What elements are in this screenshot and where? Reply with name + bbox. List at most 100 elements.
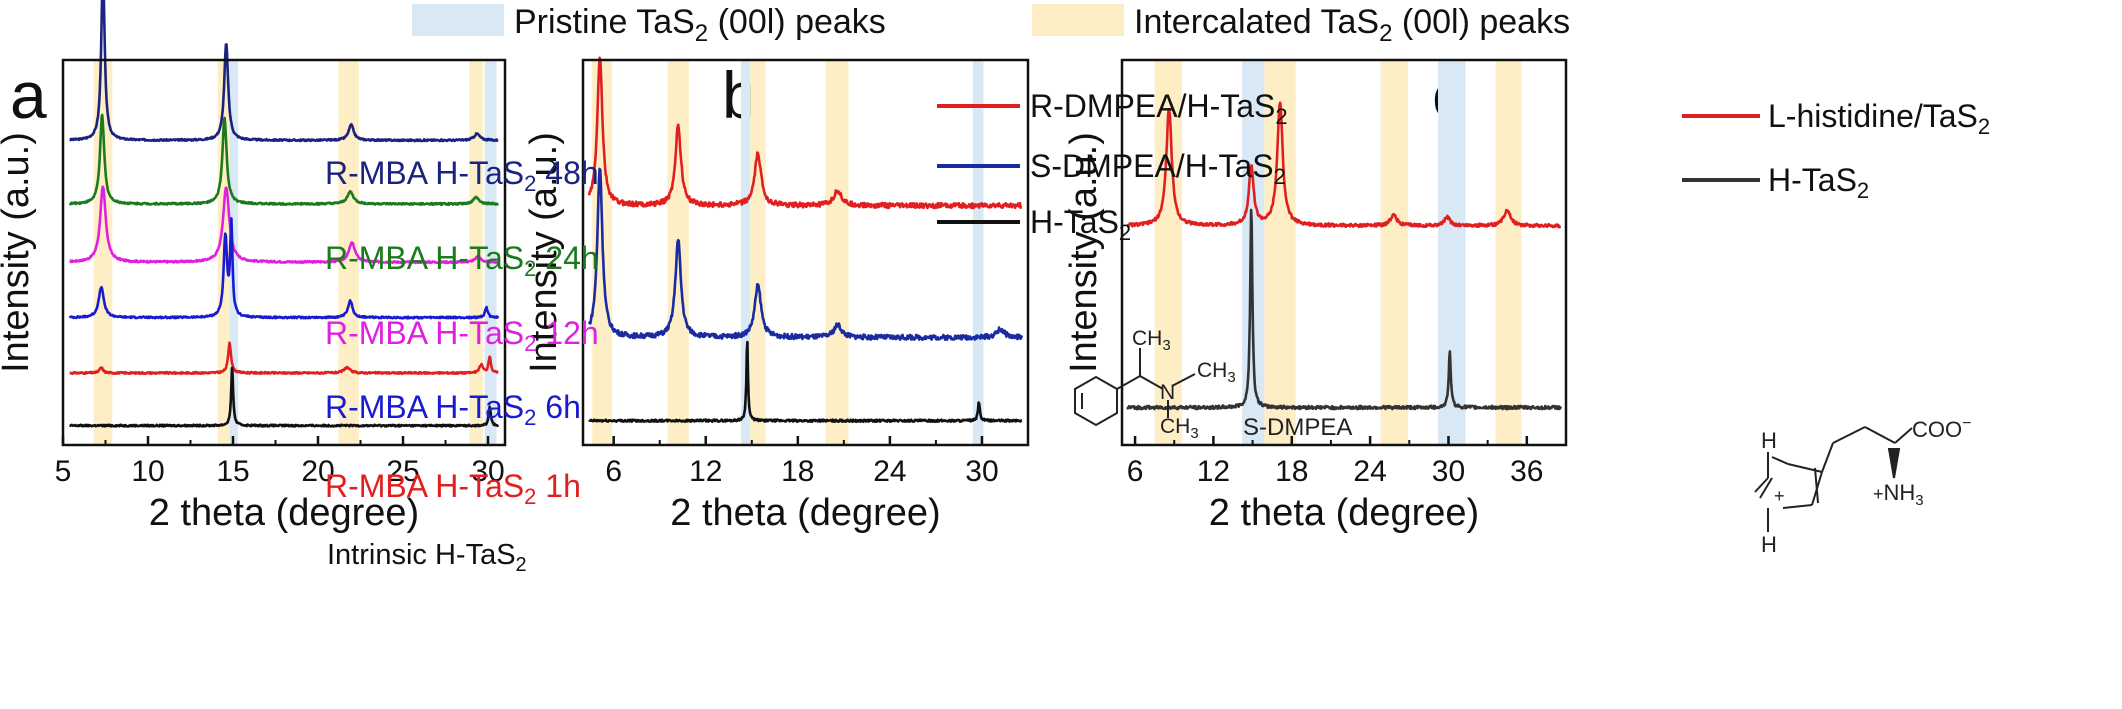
bond <box>1754 477 1769 493</box>
bond <box>1116 375 1141 390</box>
x-tick-label: 30 <box>471 455 504 488</box>
bond <box>1811 471 1823 506</box>
series-label-48h: R-MBA H-TaS2 48h <box>325 155 599 196</box>
peak-band-intercalated <box>93 60 113 445</box>
bond <box>1782 504 1813 509</box>
x-axis-label: 2 theta (degree) <box>670 492 940 534</box>
histidine-labels: H H COO− + +NH3 <box>1761 415 1971 557</box>
x-tick-label: 18 <box>781 455 814 488</box>
x-tick-label: 12 <box>1197 455 1230 488</box>
series-line-r-mba-h-tas2-12h <box>69 185 499 265</box>
y-axis-label: Intensity (a.u.) <box>523 132 565 373</box>
series-label-intrinsic: Intrinsic H-TaS2 <box>327 539 527 576</box>
x-tick-label: 24 <box>1353 455 1386 488</box>
plot-frame <box>581 58 1030 447</box>
legend-label-h-tas2-b: H-TaS2 <box>1030 204 1131 245</box>
series-label-1h: R-MBA H-TaS2 1h <box>325 468 581 509</box>
peak-band-intercalated <box>825 60 849 445</box>
x-tick-label: 15 <box>216 455 249 488</box>
peak-band-pristine <box>972 60 984 445</box>
wedge-bond <box>1887 448 1901 479</box>
series-label-24h: R-MBA H-TaS2 24h <box>325 240 599 281</box>
bond <box>1814 467 1819 504</box>
x-tick-label: 6 <box>605 455 622 488</box>
bond <box>1139 375 1164 390</box>
benzene-ring <box>1074 375 1118 427</box>
bond <box>1759 477 1773 499</box>
peak-band-pristine <box>741 60 751 445</box>
panel-a-series-labels: R-MBA H-TaS2 48h R-MBA H-TaS2 24h R-MBA … <box>325 155 599 576</box>
bond <box>1894 427 1913 444</box>
y-axis-label: Intensity (a.u.) <box>0 132 37 373</box>
series-label-12h: R-MBA H-TaS2 12h <box>325 315 599 356</box>
peak-band-intercalated <box>1380 60 1408 445</box>
panel-b-legend: R-DMPEA/H-TaS2 S-DMPEA/H-TaS2 H-TaS2 <box>937 88 1288 245</box>
histidine-structure <box>1754 426 1913 532</box>
x-tick-label: 5 <box>55 455 72 488</box>
series-line-r-dmpea-h-tas2 <box>587 56 1023 210</box>
peak-band-intercalated <box>469 60 483 445</box>
x-tick-label: 18 <box>1275 455 1308 488</box>
panel-letter-a: a <box>10 58 47 132</box>
series-line-s-dmpea-h-tas2 <box>587 167 1024 341</box>
annotation-s-dmpea: S-DMPEA <box>1243 414 1352 441</box>
series-line-r-mba-h-tas2-48h <box>69 0 499 143</box>
top-legend: Pristine TaS2 (00l) peaks Intercalated T… <box>412 3 1570 47</box>
hydrogen-label: H <box>1761 532 1777 557</box>
bond <box>1171 373 1196 387</box>
panel-c-legend: L-histidine/TaS2 H-TaS2 <box>1682 98 1990 203</box>
bond <box>1821 442 1834 473</box>
x-axis-label: 2 theta (degree) <box>1209 492 1479 534</box>
y-axis-label: Intensity (a.u.) <box>1063 132 1105 373</box>
ammonium-label: +NH3 <box>1873 480 1924 509</box>
series-line-r-mba-h-tas2-24h <box>68 113 500 207</box>
methyl-label: CH3 <box>1132 327 1171 354</box>
series-line-h-tas2 <box>588 340 1023 424</box>
plus-charge-label: + <box>1774 486 1785 506</box>
peak-band-intercalated <box>1495 60 1522 445</box>
chart-panel-c: 6 12 18 24 30 36 2 theta (degree) Intensity (a.… <box>1063 58 1568 534</box>
series-line-intrinsic-h-tas2 <box>68 366 500 428</box>
x-tick-label: 24 <box>873 455 906 488</box>
legend-label-h-tas2-c: H-TaS2 <box>1768 162 1869 203</box>
legend-intercalated-swatch <box>1032 4 1124 36</box>
peak-band-pristine <box>229 60 239 445</box>
s-dmpea-structure <box>1074 348 1196 427</box>
plot-frame <box>61 58 507 447</box>
peak-band-pristine <box>484 60 497 445</box>
x-tick-label: 20 <box>301 455 334 488</box>
peak-band-intercalated <box>1264 60 1296 445</box>
hydrogen-label: H <box>1761 428 1777 453</box>
nitrogen-label: N <box>1160 381 1175 404</box>
methyl-label: CH3 <box>1197 359 1236 386</box>
bond <box>1787 463 1823 473</box>
s-dmpea-labels: CH3 N CH3 CH3 S-DMPEA <box>1132 327 1352 442</box>
series-line-l-histidine-tas2 <box>1126 101 1562 229</box>
plot-frame <box>1120 58 1568 447</box>
peak-band-intercalated <box>750 60 766 445</box>
bond <box>1832 426 1866 444</box>
bond <box>1864 426 1896 444</box>
x-tick-label: 10 <box>131 455 164 488</box>
legend-label-r-dmpea: R-DMPEA/H-TaS2 <box>1030 88 1288 129</box>
series-line-r-mba-h-tas2-1h <box>69 341 499 376</box>
x-axis-label: 2 theta (degree) <box>149 492 419 534</box>
x-tick-label: 30 <box>1432 455 1465 488</box>
series-line-h-tas2 <box>1126 208 1563 411</box>
legend-intercalated-label: Intercalated TaS2 (00l) peaks <box>1134 3 1570 47</box>
peak-band-intercalated <box>667 60 689 445</box>
legend-pristine-label: Pristine TaS2 (00l) peaks <box>514 3 886 47</box>
methyl-label: CH3 <box>1160 415 1199 442</box>
x-tick-label: 12 <box>689 455 722 488</box>
x-tick-label: 30 <box>965 455 998 488</box>
legend-label-l-histidine: L-histidine/TaS2 <box>1768 98 1990 139</box>
x-tick-label: 6 <box>1127 455 1144 488</box>
carboxylate-label: COO− <box>1912 415 1971 442</box>
chart-panel-a: 5 10 15 20 25 30 2 theta (degree) Intensity (a.… <box>0 0 507 534</box>
chart-panel-b: 6 12 18 24 30 2 theta (degree) Intensity (a.u.… <box>523 56 1030 534</box>
series-line-r-mba-h-tas2-6h <box>68 217 500 320</box>
x-tick-label: 25 <box>386 455 419 488</box>
legend-pristine-swatch <box>412 4 504 36</box>
legend-label-s-dmpea: S-DMPEA/H-TaS2 <box>1030 148 1286 189</box>
